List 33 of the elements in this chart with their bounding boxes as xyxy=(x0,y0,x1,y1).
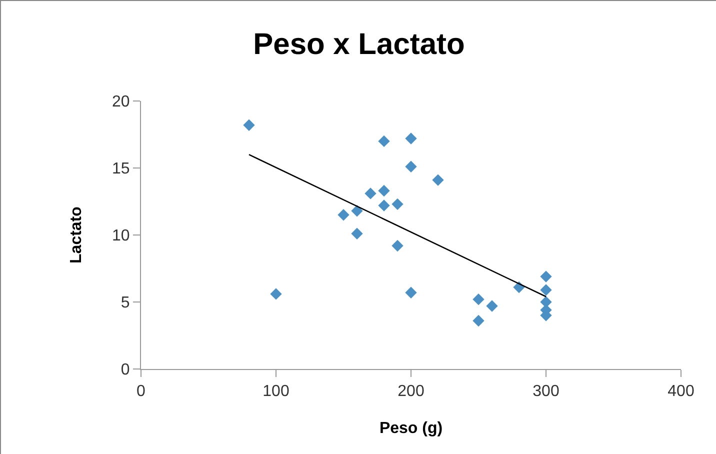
point xyxy=(392,198,404,210)
point xyxy=(351,228,363,240)
chart-title: Peso x Lactato xyxy=(253,28,465,61)
point xyxy=(351,205,363,217)
point xyxy=(378,200,390,212)
x-tick-label: 300 xyxy=(532,383,560,400)
point xyxy=(364,188,376,200)
point xyxy=(486,300,498,312)
point xyxy=(243,119,255,131)
point xyxy=(432,174,444,186)
y-tick-label: 0 xyxy=(120,362,130,379)
y-axis-title: Lactato xyxy=(68,206,85,264)
y-tick-label: 20 xyxy=(112,94,130,111)
point xyxy=(405,132,417,144)
point xyxy=(540,284,552,296)
point xyxy=(472,314,484,327)
point xyxy=(392,240,404,252)
point xyxy=(378,184,390,197)
point xyxy=(405,286,417,298)
y-tick-label: 5 xyxy=(120,294,130,312)
x-tick-label: 100 xyxy=(262,383,290,400)
point xyxy=(270,288,282,300)
x-tick-label: 200 xyxy=(398,383,424,400)
point xyxy=(405,160,417,173)
point xyxy=(540,270,552,282)
x-tick-label: 400 xyxy=(668,383,694,400)
point xyxy=(378,135,390,148)
x-axis-title: Peso (g) xyxy=(379,420,443,437)
point xyxy=(472,293,484,306)
point xyxy=(338,209,350,221)
y-tick-label: 10 xyxy=(112,228,130,245)
x-tick-label: 0 xyxy=(136,383,146,400)
y-tick-label: 15 xyxy=(112,160,130,178)
